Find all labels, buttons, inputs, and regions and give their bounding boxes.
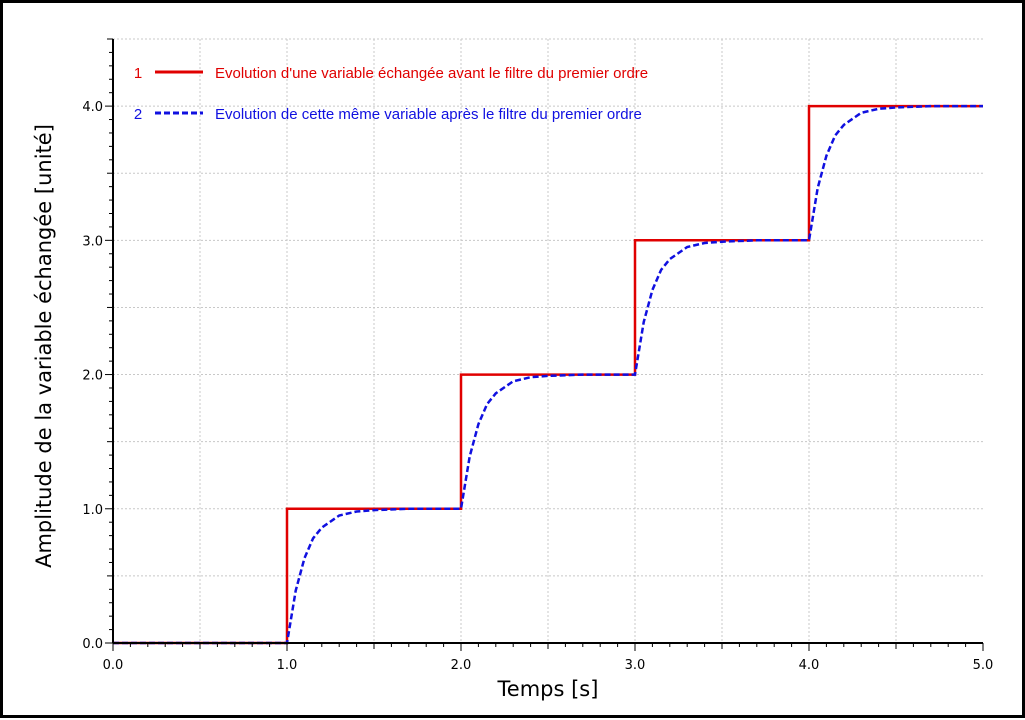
y-tick-label: 0.0 xyxy=(82,637,103,652)
y-axis-title: Amplitude de la variable échangée [unité… xyxy=(32,124,56,568)
x-tick-label: 2.0 xyxy=(451,658,472,673)
tick-labels: 0.0 1.0 2.0 3.0 4.0 5.0 0.0 1.0 2.0 3.0 4.0 xyxy=(82,100,993,673)
legend-index-1: 1 xyxy=(134,65,142,82)
legend-index-2: 2 xyxy=(134,106,142,123)
series-line-2 xyxy=(113,104,983,645)
x-tick-label: 4.0 xyxy=(799,658,820,673)
x-tick-label: 5.0 xyxy=(973,658,994,673)
series-lines xyxy=(113,104,983,645)
y-tick-label: 3.0 xyxy=(82,234,103,249)
legend: 1 Evolution d'une variable échangée avant… xyxy=(134,65,648,123)
y-tick-label: 2.0 xyxy=(82,369,103,384)
x-tick-label: 0.0 xyxy=(103,658,124,673)
legend-label-1: Evolution d'une variable échangée avant … xyxy=(215,65,648,82)
grid xyxy=(113,38,983,643)
x-tick-label: 1.0 xyxy=(277,658,298,673)
legend-label-2: Evolution de cette même variable après l… xyxy=(215,106,642,123)
line-chart: 0.0 1.0 2.0 3.0 4.0 5.0 0.0 1.0 2.0 3.0 4.0 1 Evolu… xyxy=(32,38,993,701)
y-tick-label: 1.0 xyxy=(82,503,103,518)
axes xyxy=(105,38,984,651)
x-tick-label: 3.0 xyxy=(625,658,646,673)
y-tick-label: 4.0 xyxy=(82,100,103,115)
series-line-1 xyxy=(113,104,983,645)
x-axis-title: Temps [s] xyxy=(497,677,599,701)
